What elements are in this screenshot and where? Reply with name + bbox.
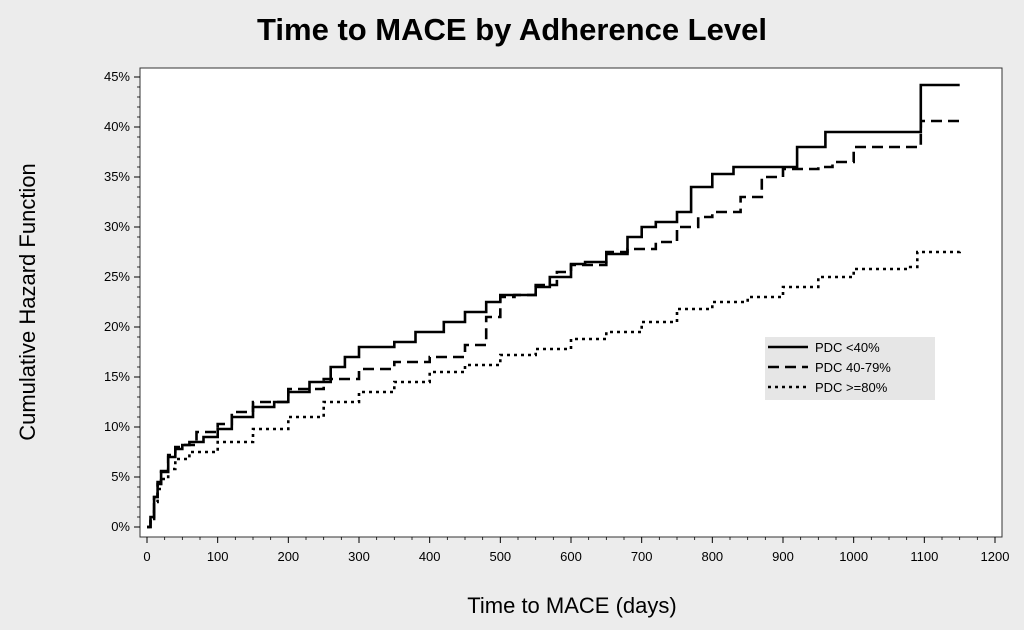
- y-tick-label: 15%: [104, 369, 130, 384]
- x-tick-label: 1200: [981, 549, 1010, 564]
- y-axis: 0% 5% 10% 15% 20% 25% 30% 35% 40% 45%: [104, 69, 140, 534]
- y-tick-label: 35%: [104, 169, 130, 184]
- plot-frame: [139, 67, 1003, 538]
- x-tick-label: 0: [143, 549, 150, 564]
- y-tick-label: 5%: [111, 469, 130, 484]
- legend-label-2: PDC 40-79%: [815, 360, 891, 375]
- x-tick-label: 800: [701, 549, 723, 564]
- y-axis-label: Cumulative Hazard Function: [15, 163, 40, 441]
- x-tick-label: 400: [419, 549, 441, 564]
- x-tick-label: 1000: [839, 549, 868, 564]
- x-tick-label: 500: [489, 549, 511, 564]
- x-tick-label: 300: [348, 549, 370, 564]
- y-tick-label: 20%: [104, 319, 130, 334]
- y-tick-label: 10%: [104, 419, 130, 434]
- legend-label-3: PDC >=80%: [815, 380, 888, 395]
- x-tick-label: 100: [207, 549, 229, 564]
- x-tick-label: 200: [277, 549, 299, 564]
- legend: PDC <40% PDC 40-79% PDC >=80%: [765, 337, 935, 400]
- y-tick-label: 25%: [104, 269, 130, 284]
- x-tick-label: 1100: [910, 549, 938, 564]
- y-tick-label: 40%: [104, 119, 130, 134]
- x-tick-label: 600: [560, 549, 582, 564]
- x-tick-label: 900: [772, 549, 794, 564]
- legend-label-1: PDC <40%: [815, 340, 880, 355]
- chart-title: Time to MACE by Adherence Level: [257, 12, 767, 47]
- x-tick-label: 700: [631, 549, 653, 564]
- x-axis: 0 100 200 300 400 500 600 700 800 900 1000 1100 1200: [143, 537, 1009, 564]
- series-layer: [147, 83, 961, 529]
- y-tick-label: 45%: [104, 69, 130, 84]
- series-line-2: [147, 119, 960, 529]
- x-axis-label: Time to MACE (days): [467, 593, 676, 618]
- series-line-1: [147, 83, 960, 529]
- y-tick-label: 30%: [104, 219, 130, 234]
- y-tick-label: 0%: [111, 519, 130, 534]
